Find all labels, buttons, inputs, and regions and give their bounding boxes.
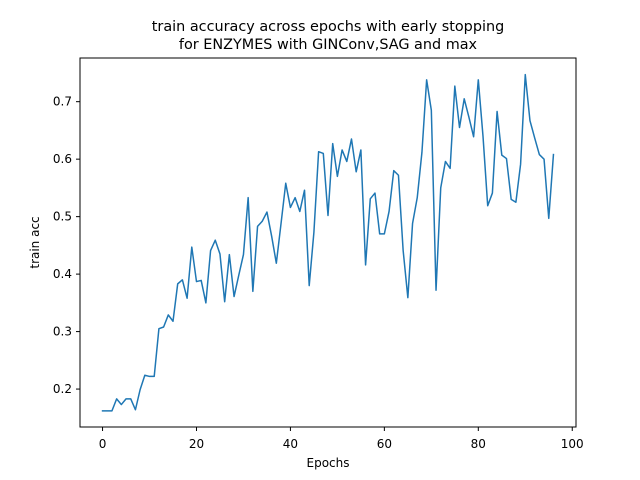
y-tick-label: 0.3 (53, 325, 72, 339)
x-tick-label: 0 (99, 437, 107, 451)
y-tick-label: 0.4 (53, 267, 72, 281)
data-series (101, 73, 555, 412)
y-axis-label: train acc (28, 216, 42, 268)
plot-area-frame (79, 57, 577, 428)
chart-title-line-1: train accuracy across epochs with early … (152, 19, 504, 35)
x-tick-label: 20 (189, 437, 204, 451)
y-tick-label: 0.6 (53, 152, 72, 166)
x-tick-label: 80 (471, 437, 486, 451)
x-axis-label: Epochs (307, 456, 350, 470)
x-tick-label: 40 (283, 437, 298, 451)
chart-title-line-2: for ENZYMES with GINConv,SAG and max (179, 37, 478, 53)
y-tick-label: 0.7 (53, 95, 72, 109)
y-tick-label: 0.2 (53, 382, 72, 396)
y-tick-label: 0.5 (53, 210, 72, 224)
x-tick-label: 100 (561, 437, 584, 451)
series-line (101, 73, 555, 412)
x-tick-label: 60 (377, 437, 392, 451)
axis-ticks: 0 20 40 60 80 100 0.2 0.3 0.4 0.5 0.6 0.7 (53, 95, 584, 451)
